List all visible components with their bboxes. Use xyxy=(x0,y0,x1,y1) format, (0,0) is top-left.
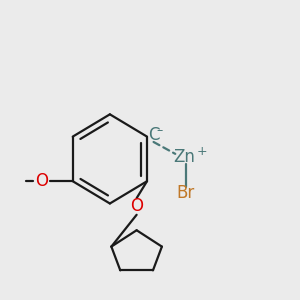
Text: methoxy: methoxy xyxy=(0,299,1,300)
Text: +: + xyxy=(197,145,207,158)
Text: –: – xyxy=(156,124,163,136)
Text: O: O xyxy=(130,197,143,215)
Text: C: C xyxy=(148,126,160,144)
Text: methoxy: methoxy xyxy=(0,299,1,300)
Text: Br: Br xyxy=(176,184,195,202)
Text: O: O xyxy=(35,172,48,190)
Text: Zn: Zn xyxy=(173,148,195,166)
